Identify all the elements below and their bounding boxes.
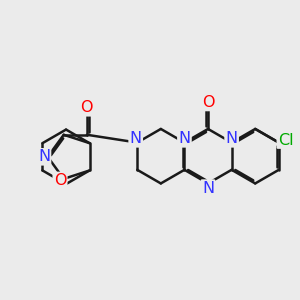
- Text: N: N: [38, 149, 50, 164]
- Text: Cl: Cl: [278, 133, 293, 148]
- Text: N: N: [202, 181, 214, 196]
- Text: O: O: [54, 173, 66, 188]
- Text: O: O: [202, 95, 214, 110]
- Text: O: O: [81, 100, 93, 115]
- Text: N: N: [130, 131, 142, 146]
- Text: N: N: [178, 131, 190, 146]
- Text: N: N: [226, 131, 238, 146]
